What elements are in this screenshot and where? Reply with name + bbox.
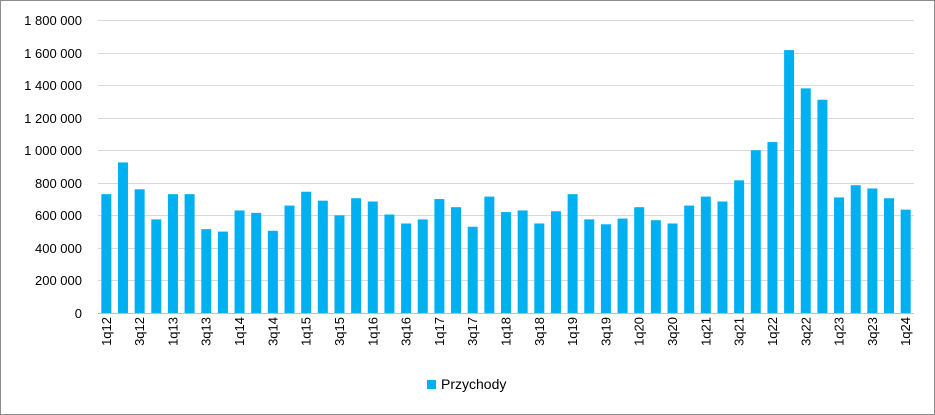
- x-tick-label: 1q16: [365, 317, 380, 346]
- y-tick-label: 400 000: [35, 241, 82, 256]
- y-tick-label: 200 000: [35, 273, 82, 288]
- y-tick-label: 1 600 000: [24, 46, 82, 61]
- bar: [351, 198, 362, 313]
- bar: [784, 50, 795, 314]
- x-tick-label: 1q15: [299, 317, 314, 346]
- bar: [384, 214, 395, 313]
- x-tick-label: 3q16: [399, 317, 414, 346]
- gridlines: [98, 20, 914, 281]
- bar: [234, 210, 245, 313]
- bar: [600, 224, 611, 313]
- legend: Przychody: [427, 376, 506, 392]
- bar: [501, 212, 511, 313]
- x-tick-label: 3q15: [332, 317, 347, 346]
- x-tick-label: 1q13: [165, 317, 180, 346]
- y-tick-label: 800 000: [35, 176, 82, 191]
- x-tick-label: 1q17: [432, 317, 447, 346]
- x-tick-label: 3q17: [465, 317, 480, 346]
- bar: [201, 229, 212, 313]
- bar: [334, 215, 345, 313]
- legend-label: Przychody: [441, 376, 506, 392]
- y-tick-label: 0: [75, 306, 82, 321]
- bars: [101, 50, 911, 314]
- bar: [700, 196, 711, 313]
- bar: [667, 223, 678, 313]
- bar: [134, 189, 145, 313]
- x-tick-label: 3q18: [532, 317, 547, 346]
- y-tick-label: 1 000 000: [24, 143, 82, 158]
- bar: [251, 212, 262, 313]
- bar: [750, 150, 761, 313]
- bar: [101, 194, 112, 313]
- x-tick-label: 3q14: [265, 317, 280, 346]
- bar: [567, 194, 578, 313]
- bar: [434, 199, 445, 313]
- y-tick-label: 1 800 000: [24, 13, 82, 28]
- bar: [734, 180, 745, 313]
- bar: [267, 230, 278, 313]
- bar: [834, 197, 845, 313]
- bar: [167, 194, 178, 313]
- x-tick-label: 1q14: [232, 317, 247, 346]
- bar: [217, 231, 228, 313]
- bar: [534, 223, 545, 313]
- bar: [467, 226, 478, 313]
- bar: [717, 201, 728, 313]
- x-tick-label: 1q23: [832, 317, 847, 346]
- x-tick-label: 3q19: [598, 317, 613, 346]
- x-tick-label: 3q23: [865, 317, 880, 346]
- x-tick-label: 1q21: [698, 317, 713, 346]
- bar: [867, 188, 878, 313]
- x-tick-label: 3q22: [798, 317, 813, 346]
- bar: [151, 219, 162, 313]
- bar: [517, 210, 528, 313]
- x-tick-label: 1q20: [632, 317, 647, 346]
- bar: [550, 211, 561, 313]
- bar: [484, 196, 495, 313]
- y-tick-label: 600 000: [35, 208, 82, 223]
- bar: [284, 205, 295, 313]
- bar: [184, 194, 195, 313]
- bar: [617, 218, 628, 313]
- bar: [451, 207, 462, 313]
- bar: [850, 185, 861, 313]
- bar: [417, 219, 428, 313]
- bar: [301, 191, 312, 313]
- x-tick-label: 3q13: [199, 317, 214, 346]
- bar: [884, 198, 895, 313]
- x-tick-label: 1q18: [499, 317, 514, 346]
- x-tick-label: 1q12: [99, 317, 114, 346]
- bar: [684, 205, 695, 313]
- bar: [401, 223, 412, 313]
- bar: [584, 219, 595, 313]
- x-tick-label: 3q20: [665, 317, 680, 346]
- bar: [650, 220, 661, 313]
- legend-swatch: [427, 380, 436, 389]
- x-tick-label: 3q21: [732, 317, 747, 346]
- bar: [317, 200, 328, 313]
- bar: [634, 207, 645, 313]
- y-tick-label: 1 200 000: [24, 111, 82, 126]
- bar: [900, 209, 911, 313]
- x-tick-labels: 1q12 3q12 1q13 3q13 1q14 3q14 1q15 3q15 1q16 3q16…: [99, 317, 913, 346]
- bar: [817, 99, 828, 313]
- y-tick-label: 1 400 000: [24, 78, 82, 93]
- x-tick-label: 1q24: [898, 317, 913, 346]
- x-tick-label: 3q12: [132, 317, 147, 346]
- bar: [800, 88, 811, 314]
- x-tick-label: 1q19: [565, 317, 580, 346]
- bar: [117, 162, 128, 313]
- x-tick-label: 1q22: [765, 317, 780, 346]
- bar: [767, 142, 778, 313]
- bar: [367, 201, 378, 313]
- y-tick-labels: 0 200 000 400 000 600 000 800 000 1 000 000 1 …: [24, 13, 82, 321]
